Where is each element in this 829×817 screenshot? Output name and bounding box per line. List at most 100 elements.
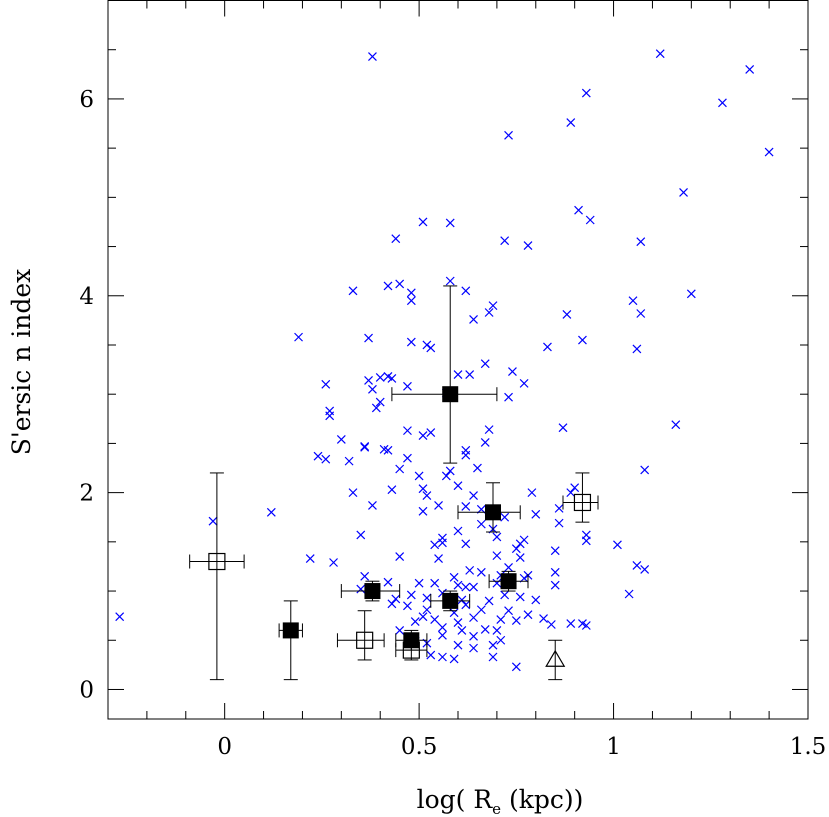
cross-marker [500,512,510,522]
cross-marker [457,595,467,605]
cross-stroke [368,384,377,394]
cross-marker [640,564,650,574]
cross-stroke [426,650,436,660]
cross-stroke [515,592,525,602]
cross-marker [718,98,727,108]
cross-stroke [294,332,303,342]
cross-marker [640,465,650,475]
y-tick-label: 6 [79,87,94,113]
x-tick-label: 1 [606,734,621,760]
labels: log( Re (kpc)) S'ersic n index [7,269,583,817]
cross-stroke [348,488,358,498]
cross-stroke [500,236,510,246]
cross-marker [368,500,377,510]
cross-marker [492,551,502,561]
cross-marker [406,337,416,347]
filled-square-point [278,600,303,681]
cross-marker [422,340,432,350]
cross-stroke [504,606,513,616]
cross-marker [461,539,471,549]
cross-stroke [426,343,436,353]
cross-marker [403,601,412,611]
cross-marker [550,580,560,590]
cross-marker [465,565,475,575]
x-tick-label: 0.5 [401,734,438,760]
cross-stroke [461,501,471,511]
cross-marker [480,625,490,634]
x-axis-label: log( Re (kpc)) [417,785,584,817]
cross-marker [418,612,428,622]
cross-marker [461,286,471,296]
cross-marker [504,392,513,402]
cross-stroke [628,296,638,306]
cross-stroke [325,411,335,421]
cross-stroke [613,540,622,550]
cross-stroke [406,296,416,306]
cross-marker [368,52,377,62]
cross-stroke [492,625,502,635]
cross-stroke [546,620,556,629]
cross-stroke [445,466,455,476]
cross-stroke [745,64,755,74]
open-square-marker [208,552,226,571]
cross-marker [403,426,412,436]
cross-marker [515,592,525,602]
cross-stroke [453,481,463,491]
cross-stroke [208,516,218,526]
cross-marker [469,491,478,501]
cross-marker [449,572,459,582]
cross-stroke [313,451,323,461]
cross-stroke [383,372,393,381]
cross-marker [438,623,447,632]
filled-square-marker [485,504,501,521]
cross-marker [492,625,502,635]
cross-marker [469,631,478,641]
cross-stroke [305,554,315,563]
cross-stroke [426,428,436,438]
cross-marker [554,518,564,528]
cross-stroke [368,52,377,62]
cross-marker [484,308,494,317]
cross-marker [356,530,366,540]
cross-marker [480,438,490,447]
cross-stroke [461,286,471,296]
cross-stroke [418,217,428,227]
plot-border [107,0,809,720]
cross-stroke [438,652,447,662]
cross-stroke [383,577,393,587]
cross-marker [531,595,541,605]
cross-marker [488,640,498,650]
cross-stroke [636,309,646,318]
x-tick-label: 1.5 [790,734,827,760]
cross-marker [395,625,405,635]
cross-stroke [360,441,370,451]
cross-stroke [321,379,331,389]
cross-marker [461,501,471,511]
cross-stroke [469,582,478,592]
cross-marker [488,301,498,311]
cross-marker [566,488,576,498]
cross-stroke [624,589,634,599]
cross-stroke [449,608,459,618]
cross-marker [438,538,447,548]
cross-stroke [504,392,513,402]
filled-square-marker [364,583,381,600]
cross-marker [511,662,521,672]
cross-marker [364,375,373,385]
ticks: 0 0.5 1 1.5 0 2 4 6 [79,0,827,760]
cross-marker [581,88,591,98]
cross-marker [395,279,405,289]
cross-marker [550,546,560,556]
cross-stroke [632,561,642,570]
cross-stroke [422,491,432,501]
cross-marker [360,442,370,452]
cross-stroke [383,445,393,455]
cross-stroke [391,234,401,244]
cross-marker [469,643,478,653]
cross-marker [403,453,412,463]
cross-stroke [457,625,467,635]
cross-stroke [406,337,416,347]
cross-marker [476,567,486,577]
cross-marker [325,411,335,421]
cross-stroke [469,631,478,641]
